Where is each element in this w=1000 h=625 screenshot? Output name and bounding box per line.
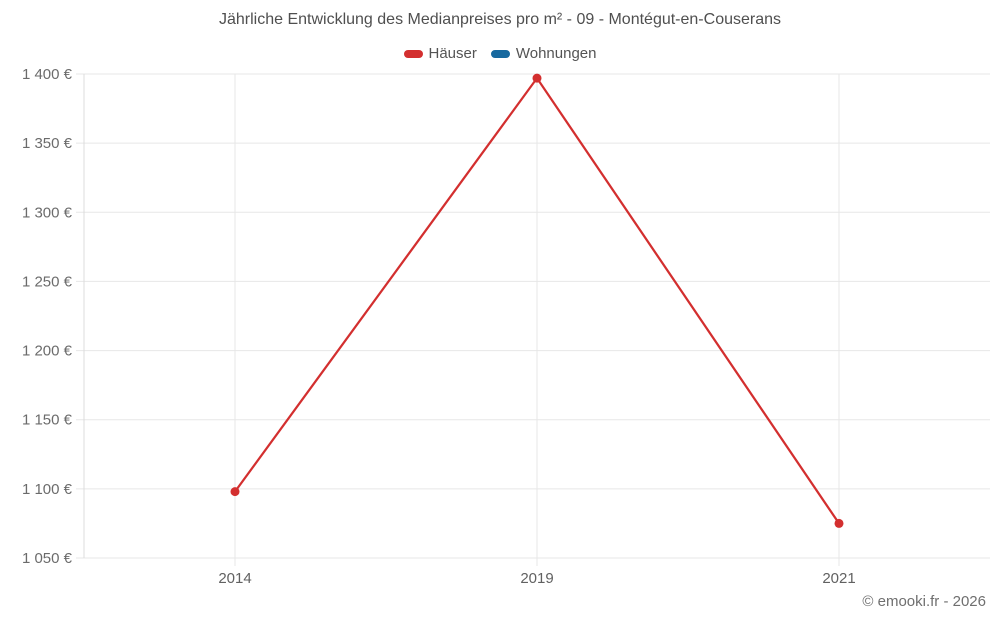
data-point-hauser-2021[interactable]: [834, 518, 844, 528]
y-tick-label: 1 050 €: [22, 550, 73, 567]
data-point-hauser-2019[interactable]: [532, 73, 542, 83]
legend-swatch-hauser: [403, 49, 423, 58]
legend-label-hauser: Häuser: [428, 45, 477, 62]
y-tick-label: 1 250 €: [22, 273, 73, 290]
chart-title: Jährliche Entwicklung des Medianpreises …: [218, 11, 782, 28]
y-tick-label: 1 350 €: [22, 135, 73, 152]
legend-item-wohnungen[interactable]: Wohnungen: [490, 45, 597, 62]
legend-item-hauser[interactable]: Häuser: [403, 45, 477, 62]
legend-label-wohnungen: Wohnungen: [515, 45, 597, 62]
copyright-label: © emooki.fr - 2026: [862, 593, 986, 610]
x-tick-label: 2021: [822, 570, 855, 587]
legend-swatch-wohnungen: [490, 49, 510, 58]
y-tick-label: 1 400 €: [22, 66, 73, 83]
data-point-hauser-2014[interactable]: [230, 487, 240, 497]
y-tick-label: 1 300 €: [22, 204, 73, 221]
x-tick-label: 2014: [218, 570, 251, 587]
y-gridlines: 1 050 € 1 100 € 1 150 € 1 200 € 1 250 € 1 300…: [22, 66, 990, 567]
series-hauser: [230, 73, 844, 528]
y-tick-label: 1 100 €: [22, 481, 73, 498]
x-gridlines: 2014 2019 2021: [218, 74, 856, 587]
chart-legend: Häuser Wohnungen: [0, 45, 1000, 62]
x-tick-label: 2019: [520, 570, 553, 587]
y-tick-label: 1 150 €: [22, 412, 73, 429]
y-tick-label: 1 200 €: [22, 343, 73, 360]
